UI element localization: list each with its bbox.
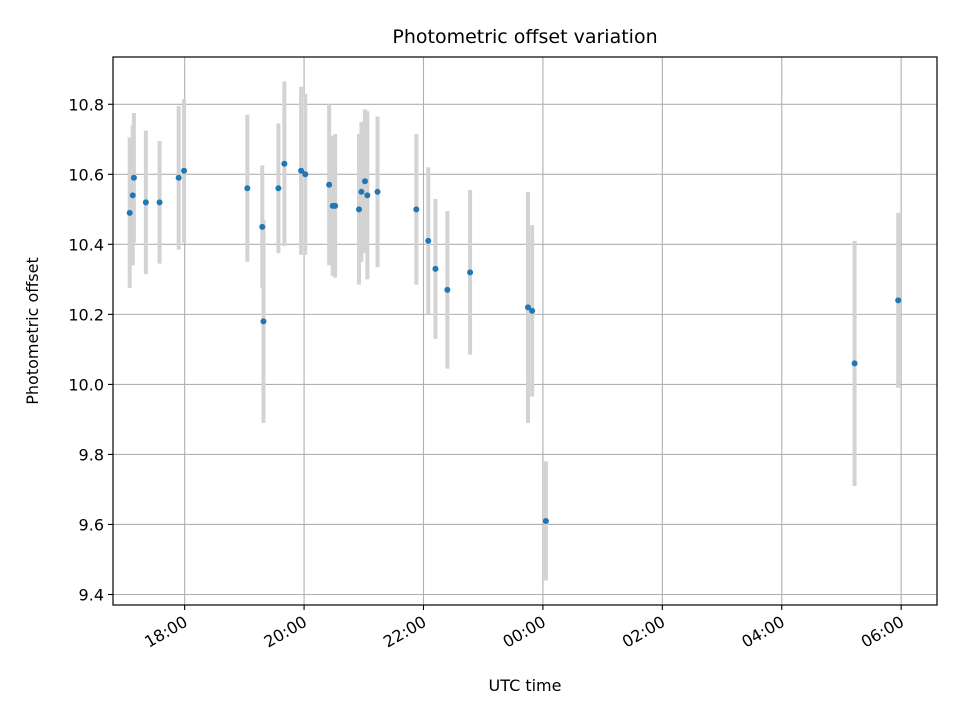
y-tick-label: 10.2: [68, 305, 104, 324]
data-point: [364, 192, 371, 199]
data-point: [156, 199, 163, 206]
data-point: [142, 199, 149, 206]
data-point: [181, 167, 188, 174]
data-point: [130, 174, 137, 181]
data-point: [529, 307, 536, 314]
data-point: [175, 174, 182, 181]
y-tick-label: 10.8: [68, 95, 104, 114]
data-points: [126, 160, 902, 524]
data-point: [524, 304, 531, 311]
data-point: [374, 188, 381, 195]
data-point: [298, 167, 305, 174]
grid: [113, 57, 937, 605]
y-axis-title: Photometric offset: [23, 257, 42, 405]
data-point: [129, 192, 136, 199]
chart-title: Photometric offset variation: [392, 26, 657, 48]
data-point: [281, 160, 288, 167]
data-point: [851, 360, 858, 367]
data-point: [332, 202, 339, 209]
y-tick-label: 9.4: [79, 585, 104, 604]
data-point: [413, 206, 420, 213]
data-point: [356, 206, 363, 213]
data-point: [358, 188, 365, 195]
x-axis-title: UTC time: [489, 676, 562, 695]
data-point: [895, 297, 902, 304]
y-tick-label: 10.6: [68, 165, 104, 184]
data-point: [425, 237, 432, 244]
data-point: [275, 185, 282, 192]
plot-frame: [112, 56, 938, 606]
data-point: [260, 318, 267, 325]
y-tick-label: 9.8: [79, 445, 104, 464]
data-point: [259, 223, 266, 230]
data-point: [542, 517, 549, 524]
y-axis-ticks: 9.4 9.6 9.8 10.0 10.2 10.4 10.6 10.8: [68, 95, 113, 604]
data-point: [126, 209, 133, 216]
y-tick-label: 10.0: [68, 375, 104, 394]
y-tick-label: 9.6: [79, 515, 104, 534]
data-point: [444, 286, 451, 293]
data-point: [467, 269, 474, 276]
y-tick-label: 10.4: [68, 235, 104, 254]
data-point: [244, 185, 251, 192]
data-point: [326, 181, 333, 188]
data-point: [361, 178, 368, 185]
data-point: [302, 171, 309, 178]
data-point: [432, 265, 439, 272]
